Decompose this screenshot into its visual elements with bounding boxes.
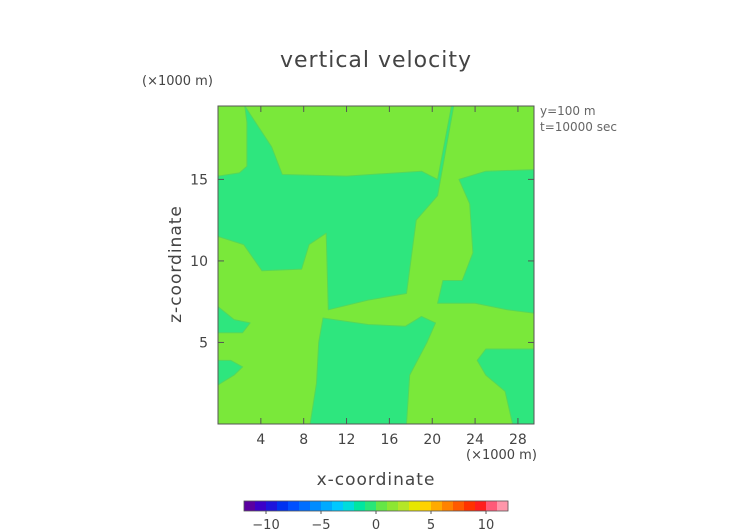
contour-region-0 (218, 106, 455, 311)
chart-title: vertical velocity (279, 48, 472, 73)
colorbar-swatch (420, 501, 432, 511)
velocity-field (218, 106, 534, 424)
contour-region-1 (437, 169, 534, 314)
contour-region-3 (476, 348, 534, 424)
colorbar-swatch (266, 501, 278, 511)
colorbar-swatch (409, 501, 421, 511)
contour-region-2 (309, 315, 436, 424)
contour-region-5 (218, 359, 244, 386)
colorbar-swatch (255, 501, 267, 511)
x-axis-unit: (×1000 m) (466, 448, 537, 463)
x-tick-label: 24 (466, 432, 484, 448)
x-tick-label: 16 (380, 432, 398, 448)
colorbar-tick-label: 0 (372, 518, 380, 532)
colorbar-swatch (387, 501, 399, 511)
colorbar-swatch (486, 501, 498, 511)
colorbar-swatch (453, 501, 465, 511)
colorbar-swatch (354, 501, 366, 511)
x-tick-label: 8 (299, 432, 308, 448)
colorbar-swatch (376, 501, 388, 511)
colorbar-swatch (497, 501, 509, 511)
x-tick-label: 20 (423, 432, 441, 448)
colorbar-swatch (288, 501, 300, 511)
colorbar-tick-label: −10 (252, 518, 279, 532)
plot-axes: 4 8 12 16 20 24 28 5 10 15 (190, 105, 535, 448)
annotation-time: t=10000 sec (540, 120, 617, 134)
colorbar-swatch (321, 501, 333, 511)
x-axis-label: x-coordinate (316, 470, 436, 490)
colorbar-swatch (277, 501, 289, 511)
annotation-y-position: y=100 m (540, 104, 596, 118)
colorbar-swatch (343, 501, 355, 511)
colorbar-swatch (299, 501, 311, 511)
colorbar-tick-label: 5 (427, 518, 435, 532)
colorbar: −10 −5 0 5 10 (243, 500, 509, 532)
y-axis-unit: (×1000 m) (142, 74, 213, 89)
x-tick-label: 12 (338, 432, 356, 448)
colorbar-swatch (310, 501, 322, 511)
colorbar-swatch (365, 501, 377, 511)
colorbar-swatch (398, 501, 410, 511)
colorbar-swatch (244, 501, 256, 511)
x-tick-label: 4 (256, 432, 265, 448)
colorbar-swatch (442, 501, 454, 511)
y-tick-label: 10 (190, 254, 208, 270)
colorbar-swatch (464, 501, 476, 511)
colorbar-tick-label: −5 (311, 518, 330, 532)
colorbar-swatch (332, 501, 344, 511)
x-tick-label: 28 (509, 432, 527, 448)
colorbar-swatch (431, 501, 443, 511)
y-tick-label: 15 (190, 172, 208, 188)
contour-region-4 (218, 306, 251, 334)
plot-frame (217, 105, 535, 425)
colorbar-swatch (475, 501, 487, 511)
colorbar-tick-label: 10 (478, 518, 495, 532)
y-tick-label: 5 (199, 335, 208, 351)
